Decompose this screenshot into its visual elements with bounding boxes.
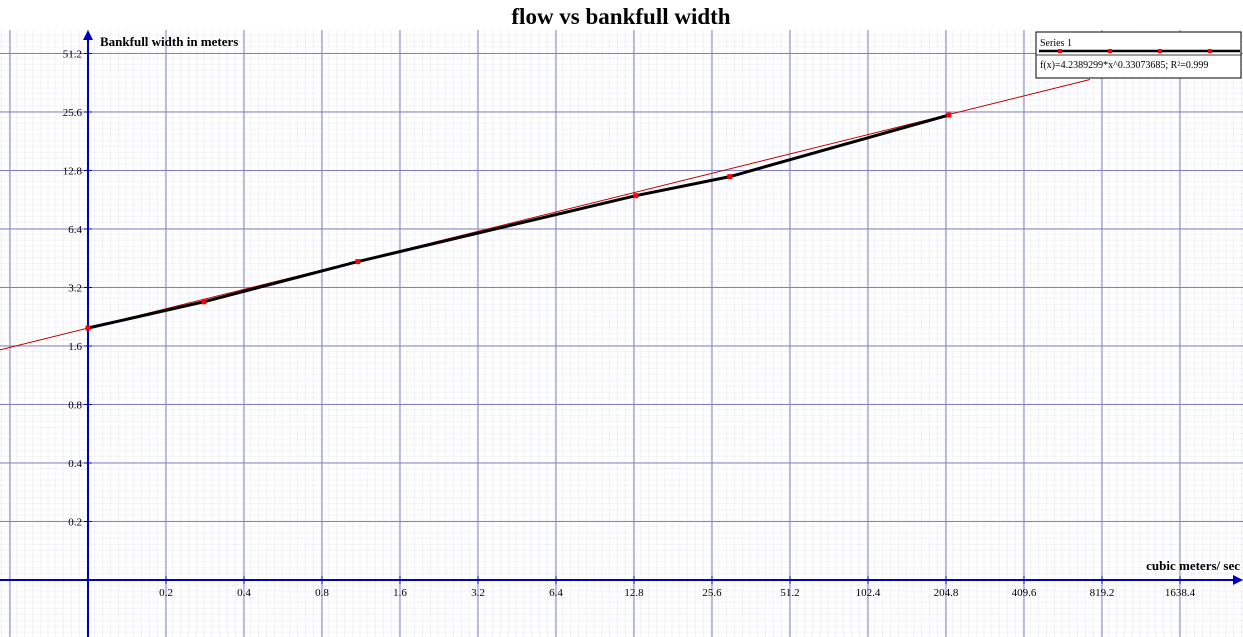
x-tick-label: 1638.4 (1165, 587, 1196, 599)
x-tick-label: 6.4 (549, 587, 563, 599)
data-point (946, 112, 952, 118)
data-points (85, 112, 952, 331)
legend-series-name: Series 1 (1040, 38, 1072, 49)
y-tick-label: 51.2 (63, 49, 82, 61)
series-line (87, 113, 950, 330)
trendline (0, 79, 1091, 351)
x-axis-arrow (1233, 575, 1243, 585)
x-tick-label: 204.8 (934, 587, 959, 599)
x-tick-labels: 0.2 0.4 0.8 1.6 3.2 6.4 12.8 25.6 51.2 102.4 204.8… (159, 587, 1196, 599)
x-tick-label: 0.8 (315, 587, 329, 599)
axes (0, 30, 1243, 637)
x-tick-label: 25.6 (702, 587, 722, 599)
legend-series-markers (1058, 49, 1212, 53)
y-tick-label: 1.6 (68, 341, 82, 353)
major-grid (0, 30, 1243, 637)
x-tick-label: 3.2 (471, 587, 485, 599)
legend-marker (1158, 49, 1162, 53)
y-tick-label: 25.6 (63, 107, 83, 119)
x-tick-label: 0.2 (159, 587, 173, 599)
y-tick-label: 0.8 (68, 400, 82, 412)
y-tick-label: 12.8 (63, 166, 83, 178)
data-point (201, 299, 207, 305)
x-tick-label: 51.2 (780, 587, 799, 599)
legend-marker (1108, 49, 1112, 53)
chart-title: flow vs bankfull width (511, 4, 730, 29)
data-point (85, 325, 91, 331)
legend: Series 1 f(x)=4.2389299*x^0.33073685; R²… (1035, 31, 1242, 79)
y-tick-labels: 0.2 0.4 0.8 1.6 3.2 6.4 12.8 25.6 51.2 (63, 49, 83, 529)
y-tick-label: 0.4 (68, 458, 82, 470)
y-tick-label: 6.4 (68, 224, 82, 236)
legend-marker (1208, 49, 1212, 53)
x-tick-label: 1.6 (393, 587, 407, 599)
y-tick-label: 3.2 (68, 283, 82, 295)
x-tick-label: 0.4 (237, 587, 251, 599)
y-axis-arrow (83, 30, 93, 40)
legend-marker (1058, 49, 1062, 53)
data-point (355, 259, 361, 265)
data-point (633, 193, 639, 199)
y-tick-label: 0.2 (68, 517, 82, 529)
x-tick-label: 409.6 (1012, 587, 1037, 599)
data-point (727, 174, 733, 180)
x-axis-label: cubic meters/ sec (1146, 558, 1240, 573)
x-tick-label: 819.2 (1090, 587, 1115, 599)
y-axis-label: Bankfull width in meters (100, 34, 238, 49)
x-tick-label: 102.4 (856, 587, 881, 599)
minor-grid (0, 30, 1243, 637)
legend-trendline-equation: f(x)=4.2389299*x^0.33073685; R²=0.999 (1040, 60, 1208, 71)
x-tick-label: 12.8 (624, 587, 644, 599)
